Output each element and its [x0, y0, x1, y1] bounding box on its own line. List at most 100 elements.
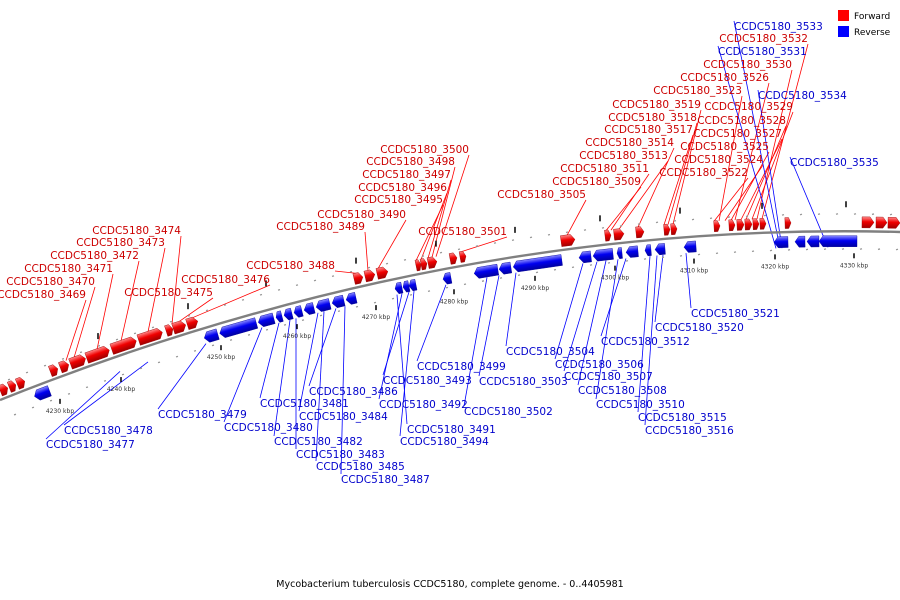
track-dash-below	[319, 314, 323, 317]
track-dash-above	[637, 223, 641, 225]
track-dash-above	[673, 219, 677, 222]
forward-gene-24	[363, 269, 376, 283]
forward-leader-29	[734, 82, 770, 221]
forward-gene-49	[670, 223, 678, 236]
forward-leader-13	[427, 179, 452, 259]
forward-gene-53	[736, 219, 745, 231]
track-dash-above	[781, 214, 785, 216]
reverse-gene-label-2: CCDC5180_3479	[158, 409, 247, 421]
forward-gene-label-9: CCDC5180_3489	[276, 221, 365, 233]
leader-lines	[45, 20, 829, 475]
forward-gene-41	[604, 229, 612, 242]
reverse-gene-57	[773, 236, 789, 248]
track-dash-above	[295, 284, 299, 286]
scale-tick-label: 4240 kbp	[107, 386, 135, 393]
forward-gene-label-1: CCDC5180_3470	[6, 276, 95, 288]
track-dash-above	[511, 239, 515, 241]
forward-gene-label-17: CCDC5180_3505	[497, 189, 586, 201]
scale-tick-label: 4320 kbp	[761, 263, 789, 270]
forward-gene-25	[375, 266, 389, 280]
legend: Forward Reverse	[838, 10, 891, 38]
forward-gene-52	[728, 219, 736, 232]
reverse-leader-9	[308, 308, 337, 387]
scale-tick-label: 4300 kbp	[601, 275, 629, 282]
track-dash-below	[139, 367, 143, 370]
forward-gene-4	[48, 364, 58, 377]
reverse-gene-label-29: CCDC5180_3533	[734, 21, 823, 33]
track-dash-above	[223, 304, 227, 306]
forward-gene-23	[352, 272, 364, 285]
reverse-gene-label-4: CCDC5180_3481	[260, 398, 349, 410]
reverse-gene-label-21: CCDC5180_3508	[578, 385, 667, 397]
track-dash-below	[877, 248, 881, 251]
track-dash-below	[517, 274, 521, 276]
forward-gene-64	[887, 217, 900, 229]
reverse-gene-61	[818, 235, 858, 247]
reverse-gene-28	[408, 279, 418, 292]
track-dash-below	[211, 344, 215, 347]
forward-gene-label-31: CCDC5180_3528	[697, 115, 786, 127]
forward-leader-8	[334, 270, 358, 274]
track-dash-above	[115, 338, 119, 341]
reverse-leader-17	[478, 275, 500, 377]
reverse-gene-26	[394, 281, 404, 294]
legend-label-reverse: Reverse	[854, 28, 891, 38]
forward-gene-label-2: CCDC5180_3471	[24, 263, 113, 275]
track-dash-above	[889, 213, 893, 216]
track-dash-above	[61, 357, 65, 360]
reverse-leader-2	[157, 343, 207, 410]
reverse-gene-50	[683, 240, 697, 253]
forward-gene-51	[713, 220, 721, 232]
forward-gene-label-14: CCDC5180_3498	[366, 156, 455, 168]
genome-backbone	[0, 230, 900, 402]
reverse-gene-22	[345, 292, 358, 305]
reverse-leader-14	[399, 290, 415, 437]
track-dash-above	[241, 298, 245, 301]
gene-labels: CCDC5180_3469CCDC5180_3470CCDC5180_3471C…	[0, 21, 879, 486]
reverse-gene-label-31: CCDC5180_3535	[790, 157, 879, 169]
reverse-gene-label-19: CCDC5180_3506	[555, 359, 644, 371]
forward-leader-17	[566, 199, 587, 236]
reverse-gene-label-9: CCDC5180_3486	[309, 386, 398, 398]
reverse-leader-8	[315, 311, 325, 462]
track-dash-above	[187, 315, 191, 317]
reverse-gene-18	[293, 305, 304, 318]
track-dash-above	[43, 364, 47, 367]
forward-gene-label-15: CCDC5180_3500	[380, 144, 469, 156]
scale-tick-label: 4330 kbp	[840, 262, 868, 269]
forward-leader-5	[171, 235, 182, 325]
forward-gene-label-29: CCDC5180_3526	[680, 72, 769, 84]
scale-tick-label: 4230 kbp	[46, 408, 74, 415]
reverse-gene-46	[644, 244, 652, 257]
reverse-leader-25	[644, 255, 658, 426]
legend-label-forward: Forward	[854, 12, 890, 22]
track-dash-below	[499, 277, 503, 279]
forward-gene-58	[784, 217, 792, 229]
reverse-leader-1	[63, 361, 149, 426]
track-dash-below	[589, 264, 593, 266]
track-dash-below	[175, 355, 179, 358]
reverse-gene-20	[315, 298, 332, 312]
forward-gene-label-8: CCDC5180_3488	[246, 260, 335, 272]
track-dash-above	[439, 251, 443, 254]
track-dash-above	[421, 255, 425, 258]
reverse-gene-16	[275, 310, 284, 323]
track-dash-below	[553, 268, 557, 271]
reverse-gene-21	[331, 294, 346, 308]
track-dash-below	[841, 248, 845, 250]
forward-gene-12	[185, 316, 198, 330]
track-dash-below	[697, 253, 701, 256]
forward-gene-62	[861, 216, 875, 229]
track-dash-above	[475, 245, 479, 247]
reverse-gene-label-30: CCDC5180_3534	[758, 90, 847, 102]
legend-swatch-forward	[838, 10, 849, 21]
forward-leader-12	[420, 192, 448, 260]
track-dash-below	[391, 297, 395, 300]
track-dash-below	[445, 286, 449, 289]
forward-gene-29	[414, 259, 422, 272]
reverse-gene-label-22: CCDC5180_3510	[596, 399, 685, 411]
track-dash-above	[403, 258, 407, 261]
track-dash-below	[715, 252, 719, 255]
forward-gene-30	[419, 258, 428, 271]
reverse-leader-26	[654, 254, 664, 323]
